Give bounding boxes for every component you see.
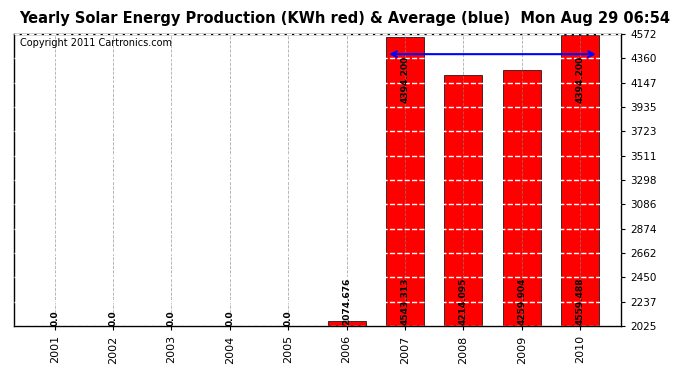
Text: 0.0: 0.0 <box>108 310 117 326</box>
Text: Copyright 2011 Cartronics.com: Copyright 2011 Cartronics.com <box>20 38 172 48</box>
Bar <box>328 321 366 326</box>
Text: 4543.313: 4543.313 <box>400 277 409 324</box>
Text: Yearly Solar Energy Production (KWh red) & Average (blue)  Mon Aug 29 06:54: Yearly Solar Energy Production (KWh red)… <box>19 11 671 26</box>
Text: 0.0: 0.0 <box>284 310 293 326</box>
Text: 4394.200: 4394.200 <box>400 55 409 102</box>
Text: 0.0: 0.0 <box>226 310 235 326</box>
Text: 4559.488: 4559.488 <box>575 277 584 324</box>
Text: 0.0: 0.0 <box>50 310 59 326</box>
Bar <box>503 70 541 326</box>
Text: 4259.904: 4259.904 <box>518 277 526 324</box>
Text: 4394.200: 4394.200 <box>575 55 584 102</box>
Bar <box>444 75 482 326</box>
Bar <box>386 37 424 326</box>
Text: 2074.676: 2074.676 <box>342 277 351 324</box>
Text: 4214.095: 4214.095 <box>459 277 468 324</box>
Bar <box>561 35 599 326</box>
Text: 0.0: 0.0 <box>167 310 176 326</box>
